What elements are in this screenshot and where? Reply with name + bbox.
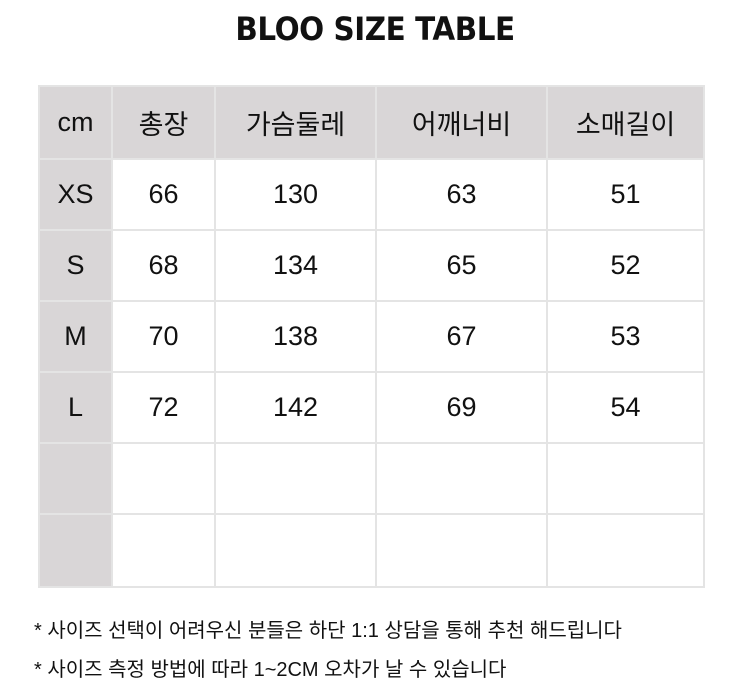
table-cell: 130 (214, 158, 377, 231)
header-cell: 가슴둘레 (214, 85, 377, 160)
page-title: BLOO SIZE TABLE (235, 10, 515, 48)
note-measurement-error: * 사이즈 측정 방법에 따라 1~2CM 오차가 날 수 있습니다 (34, 659, 507, 681)
table-cell: 65 (375, 229, 548, 302)
table-cell (214, 513, 377, 588)
header-cell: 소매길이 (546, 85, 705, 160)
table-cell (546, 513, 705, 588)
size-label-cell: S (38, 229, 113, 302)
table-cell (214, 442, 377, 515)
table-cell: 51 (546, 158, 705, 231)
note-recommendation: * 사이즈 선택이 어려우신 분들은 하단 1:1 상담을 통해 추천 해드립니… (34, 620, 622, 642)
table-cell (375, 513, 548, 588)
table-row: L 72 142 69 54 (38, 371, 705, 444)
table-cell: 68 (111, 229, 216, 302)
table-cell (111, 513, 216, 588)
table-cell: 138 (214, 300, 377, 373)
size-label-cell (38, 442, 113, 515)
size-table: cm 총장 가슴둘레 어깨너비 소매길이 XS 66 130 63 51 S 68 134 65 52 M 70… (38, 85, 705, 588)
size-label-cell: M (38, 300, 113, 373)
header-row: cm 총장 가슴둘레 어깨너비 소매길이 (38, 85, 705, 160)
table-cell: 63 (375, 158, 548, 231)
header-cell: 총장 (111, 85, 216, 160)
table-cell (111, 442, 216, 515)
table-row (38, 442, 705, 515)
table-row: S 68 134 65 52 (38, 229, 705, 302)
table-cell: 69 (375, 371, 548, 444)
table-row: M 70 138 67 53 (38, 300, 705, 373)
table-cell: 67 (375, 300, 548, 373)
table-cell: 142 (214, 371, 377, 444)
size-label-cell (38, 513, 113, 588)
table-cell: 66 (111, 158, 216, 231)
table-cell: 52 (546, 229, 705, 302)
size-label-cell: XS (38, 158, 113, 231)
size-label-cell: L (38, 371, 113, 444)
table-cell (375, 442, 548, 515)
table-cell: 72 (111, 371, 216, 444)
table-row: XS 66 130 63 51 (38, 158, 705, 231)
notes: * 사이즈 선택이 어려우신 분들은 하단 1:1 상담을 통해 추천 해드립니… (34, 612, 622, 690)
table-cell: 54 (546, 371, 705, 444)
table-cell: 134 (214, 229, 377, 302)
header-cell: 어깨너비 (375, 85, 548, 160)
table-cell: 70 (111, 300, 216, 373)
table-row (38, 513, 705, 588)
table-cell (546, 442, 705, 515)
header-cell: cm (38, 85, 113, 160)
table-cell: 53 (546, 300, 705, 373)
